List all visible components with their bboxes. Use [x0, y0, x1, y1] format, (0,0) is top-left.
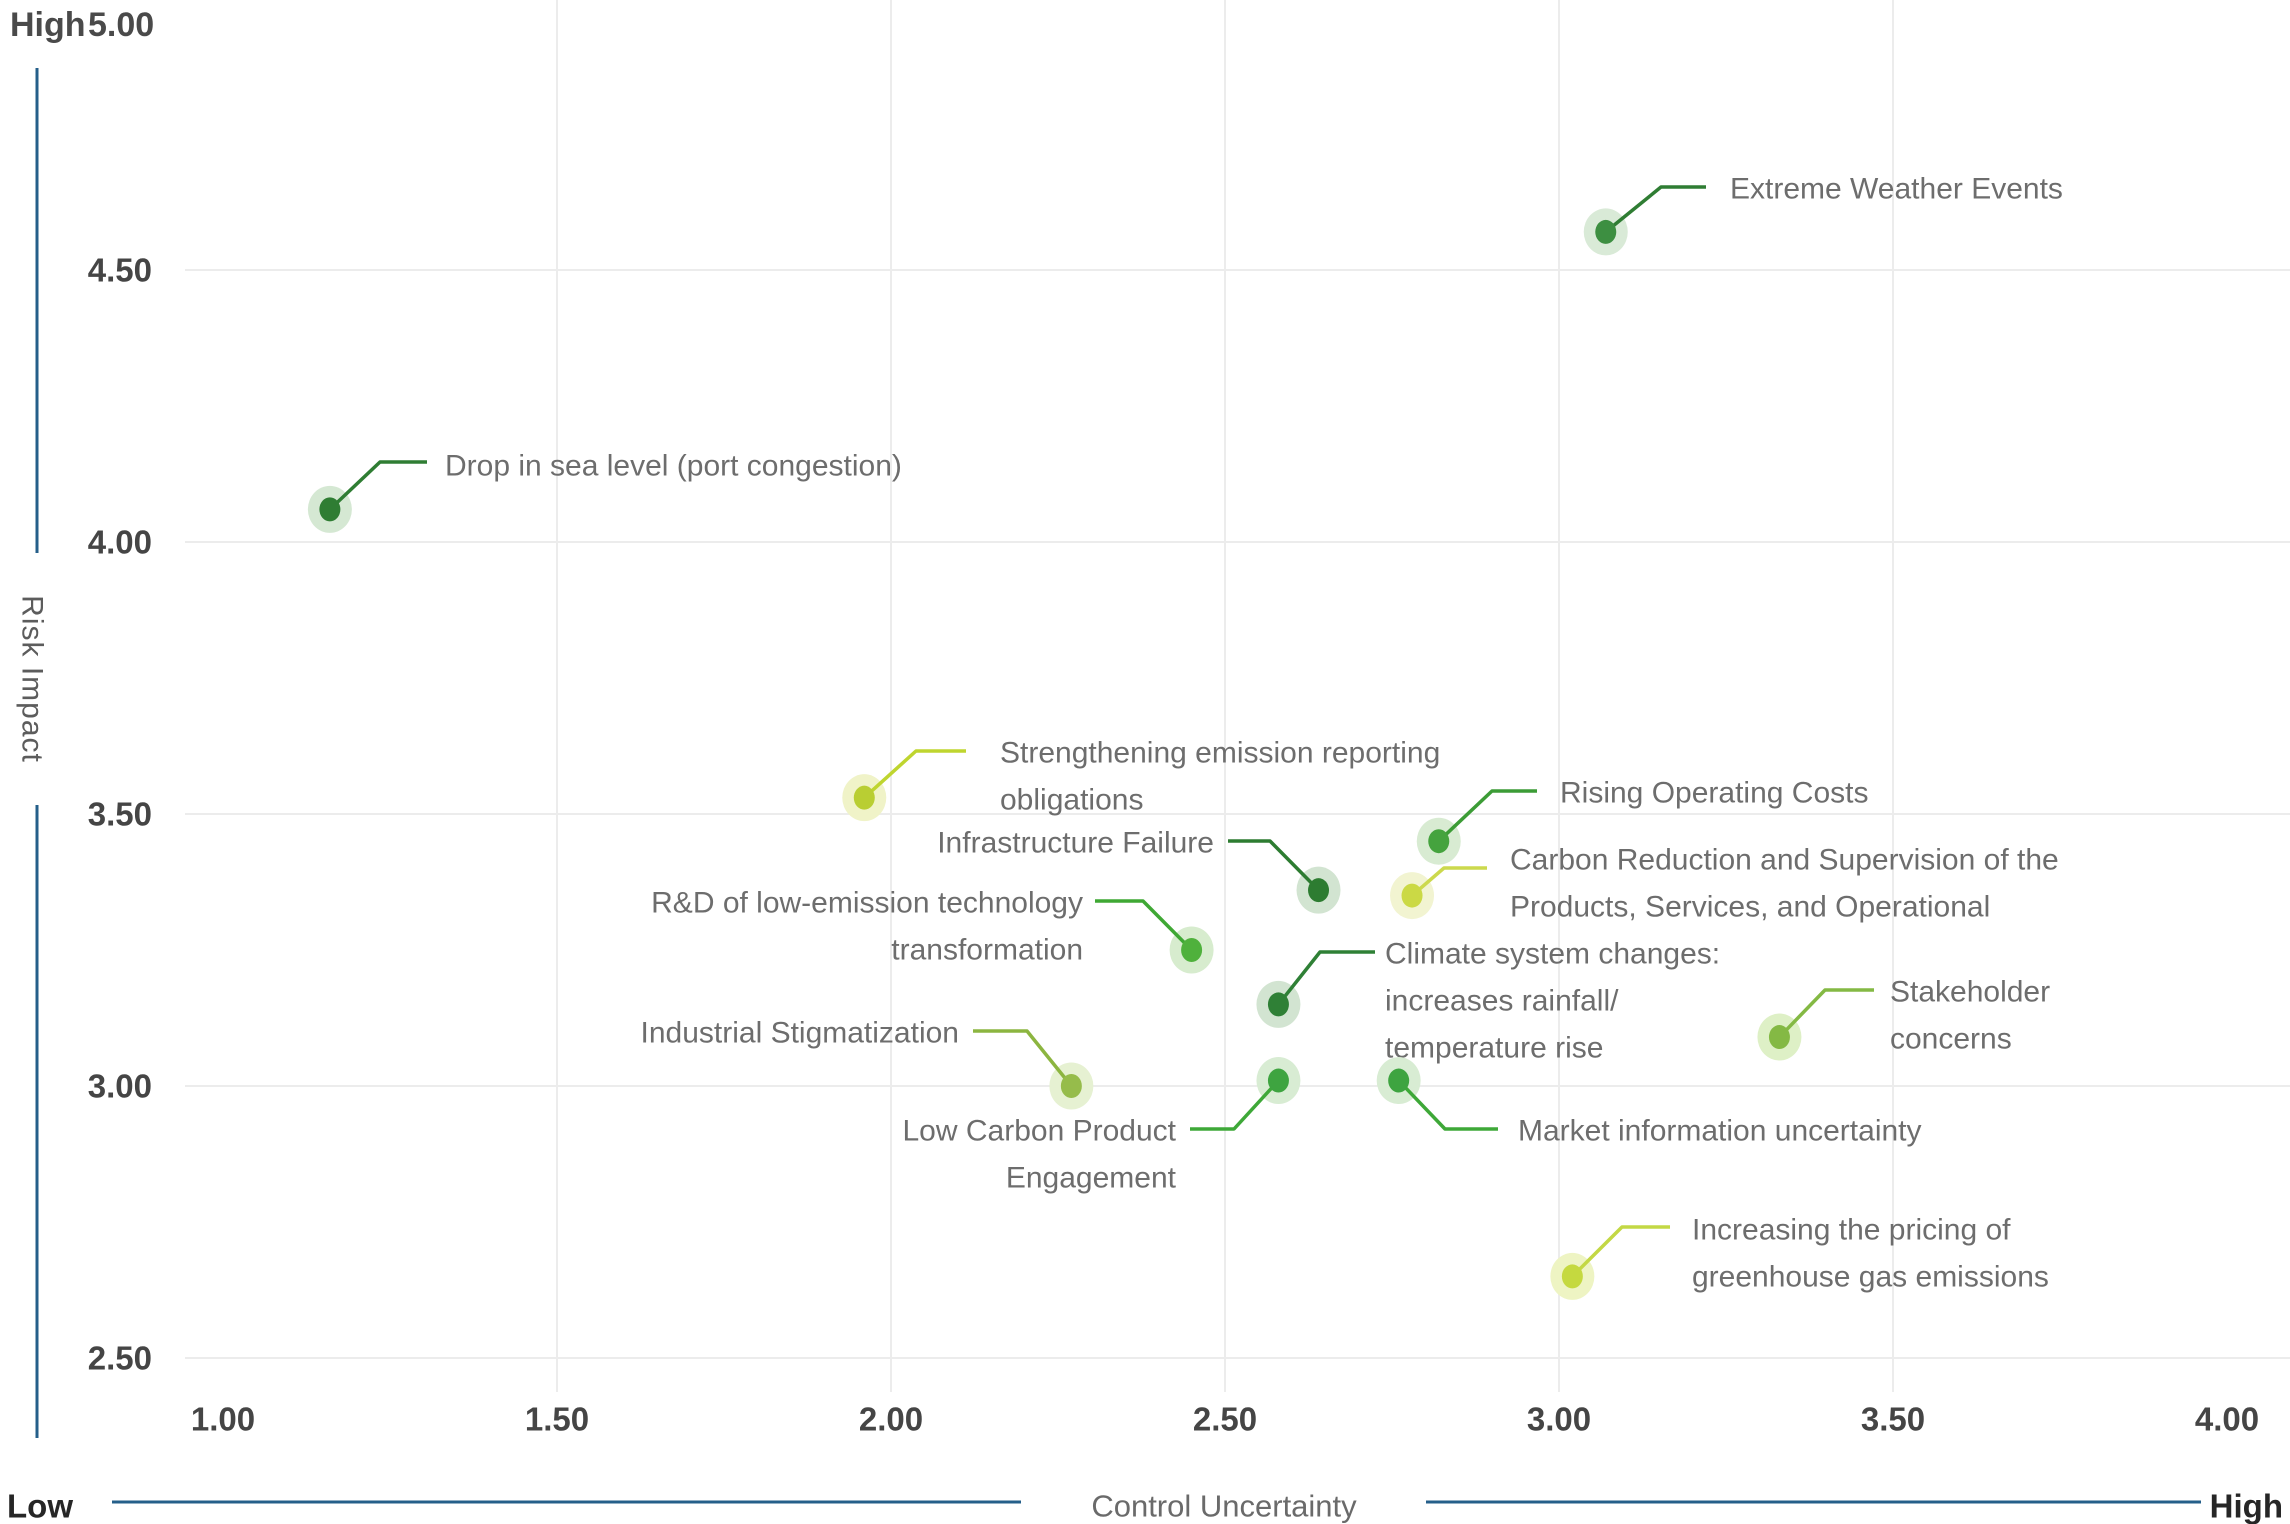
point-label-line: Engagement — [1006, 1162, 1177, 1195]
y-axis-high-label: High — [10, 6, 86, 44]
data-point-industrial-stigmatization: Industrial Stigmatization — [641, 1017, 1094, 1110]
x-axis-high-label: High — [2210, 1488, 2283, 1524]
x-tick-label: 3.50 — [1861, 1401, 1925, 1438]
point-dot-drop-in-sea-level[interactable] — [319, 497, 341, 522]
data-point-carbon-reduction-supervision: Carbon Reduction and Supervision of the P… — [1390, 844, 2059, 924]
data-point-market-information-uncertainty: Market information uncertainty — [1376, 1057, 1922, 1148]
y-tick-label: 4.00 — [88, 524, 152, 561]
point-label-line: Strengthening emission reporting — [1000, 737, 1440, 770]
point-layer: Extreme Weather Events Drop in sea level … — [307, 173, 2063, 1300]
data-point-drop-in-sea-level: Drop in sea level (port congestion) — [307, 450, 902, 533]
data-point-ghg-emission-pricing: Increasing the pricing of greenhouse gas … — [1550, 1214, 2049, 1300]
point-label-line: R&D of low-emission technology — [651, 887, 1083, 920]
y-tick-label: 3.50 — [88, 796, 152, 833]
point-dot-carbon-reduction-supervision[interactable] — [1401, 883, 1423, 908]
tick-layer: 1.00 1.50 2.00 2.50 3.00 3.50 4.00 4.50 4.00 3.50… — [88, 252, 2259, 1438]
grid-layer — [185, 0, 2290, 1392]
point-dot-climate-system-changes[interactable] — [1267, 992, 1289, 1017]
y-tick-label: 4.50 — [88, 252, 152, 289]
point-dot-rd-low-emission-technology[interactable] — [1181, 938, 1203, 962]
point-dot-ghg-emission-pricing[interactable] — [1561, 1264, 1583, 1289]
y-axis-title: Risk Impact — [16, 595, 49, 763]
point-dot-infrastructure-failure[interactable] — [1308, 878, 1330, 903]
data-point-infrastructure-failure: Infrastructure Failure — [937, 827, 1341, 914]
leader-line — [1778, 988, 1874, 1039]
point-dot-market-information-uncertainty[interactable] — [1388, 1068, 1410, 1093]
data-point-stakeholder-concerns: Stakeholder concerns — [1757, 976, 2050, 1061]
point-dot-low-carbon-product-engagement[interactable] — [1267, 1068, 1289, 1093]
leader-line — [1228, 839, 1320, 892]
leader-line — [1277, 950, 1375, 1006]
point-label-line: Products, Services, and Operational — [1510, 891, 1990, 924]
leader-line — [1410, 866, 1487, 897]
x-tick-label: 4.00 — [2195, 1401, 2259, 1438]
leader-line — [1571, 1225, 1670, 1278]
y-tick-label: 2.50 — [88, 1340, 152, 1377]
point-label-line: Rising Operating Costs — [1560, 777, 1868, 810]
point-label-line: temperature rise — [1385, 1032, 1603, 1065]
data-point-climate-system-changes: Climate system changes: increases rainfal… — [1256, 938, 1720, 1065]
axis-layer — [35, 68, 2201, 1504]
point-label-line: Infrastructure Failure — [937, 827, 1214, 860]
data-point-rd-low-emission-technology: R&D of low-emission technology transforma… — [651, 887, 1214, 974]
data-point-low-carbon-product-engagement: Low Carbon Product Engagement — [903, 1057, 1301, 1195]
point-dot-extreme-weather-events[interactable] — [1595, 219, 1617, 244]
leader-line — [1095, 899, 1193, 952]
point-label-line: greenhouse gas emissions — [1692, 1261, 2049, 1294]
point-label-line: increases rainfall/ — [1385, 985, 1619, 1018]
leader-line — [1190, 1079, 1280, 1131]
leader-line — [863, 749, 966, 799]
point-dot-rising-operating-costs[interactable] — [1428, 829, 1450, 854]
leader-line — [328, 460, 427, 511]
point-label-line: Low Carbon Product — [903, 1115, 1177, 1148]
x-axis-title: Control Uncertainty — [1091, 1489, 1357, 1524]
point-label-line: Drop in sea level (port congestion) — [445, 450, 902, 483]
x-tick-label: 1.50 — [525, 1401, 589, 1438]
point-dot-strengthening-emission-reporting[interactable] — [853, 785, 875, 810]
point-label-line: Industrial Stigmatization — [641, 1017, 960, 1050]
leader-line — [1604, 185, 1706, 234]
point-label-line: concerns — [1890, 1023, 2012, 1056]
point-label-line: Stakeholder — [1890, 976, 2050, 1009]
point-label-line: Increasing the pricing of — [1692, 1214, 2011, 1247]
x-tick-label: 2.00 — [859, 1401, 923, 1438]
point-dot-industrial-stigmatization[interactable] — [1060, 1074, 1082, 1098]
leader-line — [1397, 1079, 1498, 1131]
data-point-rising-operating-costs: Rising Operating Costs — [1416, 777, 1868, 865]
x-tick-label: 1.00 — [191, 1401, 255, 1438]
x-axis-low-label: Low — [7, 1488, 73, 1524]
point-dot-stakeholder-concerns[interactable] — [1768, 1025, 1790, 1050]
y-tick-label: 3.00 — [88, 1068, 152, 1105]
leader-line — [973, 1029, 1073, 1088]
x-tick-label: 3.00 — [1527, 1401, 1591, 1438]
point-label-line: Climate system changes: — [1385, 938, 1720, 971]
point-label-line: Market information uncertainty — [1518, 1115, 1922, 1148]
leader-line — [1437, 789, 1537, 843]
y-axis-top-value: 5.00 — [88, 6, 154, 44]
data-point-extreme-weather-events: Extreme Weather Events — [1583, 173, 2063, 256]
point-label-line: Carbon Reduction and Supervision of the — [1510, 844, 2059, 877]
x-tick-label: 2.50 — [1193, 1401, 1257, 1438]
data-point-strengthening-emission-reporting: Strengthening emission reporting obligati… — [842, 737, 1440, 822]
point-label-line: transformation — [891, 934, 1083, 967]
point-label-line: obligations — [1000, 784, 1143, 817]
point-label-line: Extreme Weather Events — [1730, 173, 2063, 206]
